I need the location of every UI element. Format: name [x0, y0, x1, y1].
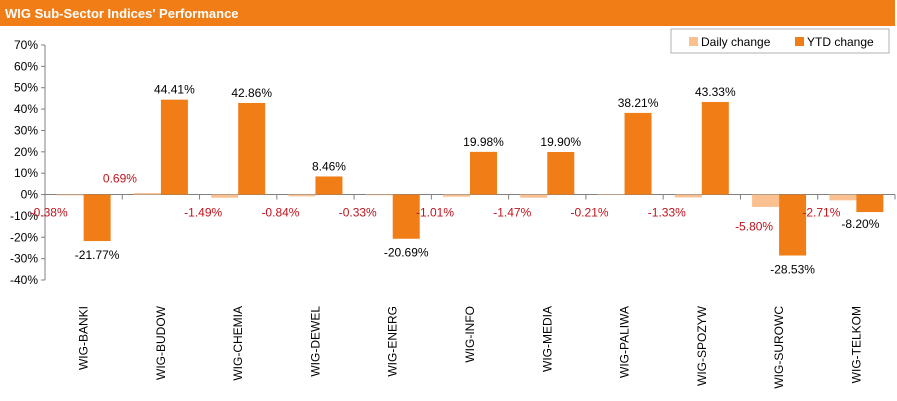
x-tick-label: WIG-BANKI [77, 306, 91, 370]
bar-ytd-change [392, 194, 420, 239]
x-tick-label: WIG-CHEMIA [231, 306, 245, 381]
y-tick-label: 50% [14, 81, 38, 95]
data-label-ytd-change: -28.53% [770, 262, 815, 276]
data-label-ytd-change: 8.46% [312, 159, 346, 173]
bar-ytd-change [547, 152, 575, 195]
legend: Daily change YTD change [670, 28, 890, 54]
data-label-daily-change: -5.80% [735, 220, 773, 234]
bar-ytd-change [779, 194, 807, 256]
bar-daily-change [443, 194, 470, 197]
data-label-ytd-change: 43.33% [695, 85, 736, 99]
y-tick-label: -30% [10, 252, 38, 266]
data-label-ytd-change: -21.77% [75, 248, 120, 262]
bar-daily-change [674, 194, 702, 198]
y-tick-label: 60% [14, 59, 38, 73]
bar-daily-change [288, 194, 316, 197]
bar-ytd-change [238, 102, 266, 195]
data-label-daily-change: -0.38% [30, 206, 68, 220]
bar-daily-change [752, 194, 780, 207]
legend-swatch-daily-change [689, 37, 698, 46]
data-labels: -0.38% -21.77% 0.69% 44.41% -1.49% 42.86% -0.8… [30, 83, 880, 277]
bar-ytd-change [624, 112, 652, 195]
bar-daily-change [597, 194, 625, 196]
axes: 70% 60% 50% 40% 30% 20% 10% 0% -10% -20% -30% -40% W… [10, 38, 896, 389]
x-tick-label: WIG-BUDOW [154, 305, 168, 380]
bar-ytd-change [701, 101, 729, 195]
data-label-ytd-change: 44.41% [154, 83, 195, 97]
x-tick-label: WIG-ENERG [386, 306, 400, 377]
y-tick-label: 40% [14, 102, 38, 116]
y-tick-label: 30% [14, 123, 38, 137]
data-label-ytd-change: 19.90% [540, 135, 581, 149]
bar-ytd-change [315, 176, 343, 195]
bar-daily-change [520, 194, 548, 198]
x-tick-label: WIG-SUROWC [772, 306, 786, 389]
data-label-ytd-change: 38.21% [618, 96, 659, 110]
x-tick-label: WIG-DEWEL [308, 306, 322, 377]
legend-border [670, 28, 890, 54]
data-label-ytd-change: 19.98% [463, 135, 504, 149]
data-label-daily-change: -1.49% [184, 206, 222, 220]
x-tick-label: WIG-INFO [463, 306, 477, 363]
x-tick-label: WIG-TELKOM [849, 306, 863, 383]
data-label-ytd-change: -8.20% [841, 217, 879, 231]
bars [56, 99, 884, 256]
x-tick-label: WIG-MEDIA [540, 306, 554, 372]
data-label-daily-change: -0.84% [261, 206, 299, 220]
bar-ytd-change [160, 99, 188, 195]
data-label-ytd-change: -20.69% [384, 246, 429, 260]
y-tick-label: 0% [21, 188, 39, 202]
bar-daily-change [365, 194, 393, 196]
data-label-ytd-change: 42.86% [231, 86, 272, 100]
chart-title: WIG Sub-Sector Indices' Performance [0, 0, 895, 26]
bar-daily-change [56, 194, 84, 196]
legend-label-ytd-change: YTD change [807, 35, 874, 49]
data-label-daily-change: -1.33% [648, 206, 686, 220]
y-tick-label: 10% [14, 166, 38, 180]
bar-daily-change [133, 193, 161, 195]
y-tick-label: 70% [14, 38, 38, 52]
y-tick-label: 20% [14, 145, 38, 159]
data-label-daily-change: -0.21% [571, 206, 609, 220]
x-tick-label: WIG-SPOZYW [695, 305, 709, 386]
data-label-daily-change: -0.33% [339, 206, 377, 220]
legend-label-daily-change: Daily change [701, 35, 771, 49]
legend-swatch-ytd-change [795, 37, 804, 46]
data-label-daily-change: -1.47% [493, 206, 531, 220]
y-tick-label: -10% [10, 209, 38, 223]
data-label-daily-change: 0.69% [103, 172, 137, 186]
bar-daily-change [829, 194, 857, 201]
bar-daily-change [211, 194, 239, 198]
y-tick-label: -20% [10, 230, 38, 244]
bar-ytd-change [83, 194, 111, 242]
x-tick-label: WIG-PALIWA [618, 306, 632, 378]
bar-ytd-change [856, 194, 884, 213]
bar-ytd-change [470, 151, 497, 195]
data-label-daily-change: -1.01% [416, 206, 454, 220]
data-label-daily-change: -2.71% [802, 206, 840, 220]
y-tick-label: -40% [10, 273, 38, 287]
